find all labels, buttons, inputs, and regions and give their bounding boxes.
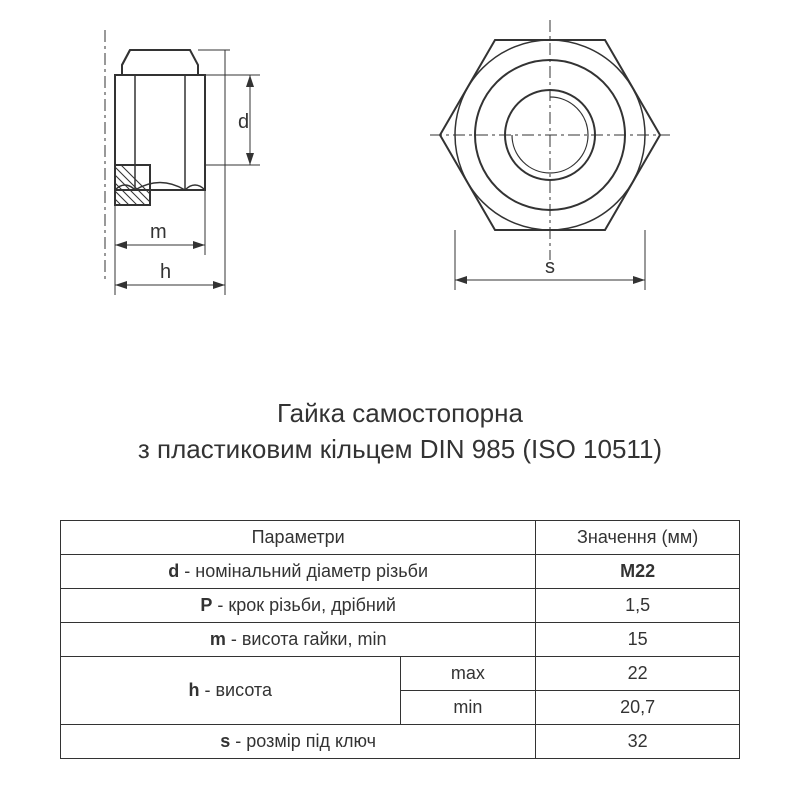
table-row-h-max: h - висота max 22 [61, 657, 740, 691]
param-cell: d - номінальний діаметр різьби [61, 555, 536, 589]
param-cell-h: h - висота [61, 657, 401, 725]
value-cell: 20,7 [536, 691, 740, 725]
table-header-row: Параметри Значення (мм) [61, 521, 740, 555]
front-view: s [430, 20, 670, 290]
table-row: d - номінальний діаметр різьби M22 [61, 555, 740, 589]
dim-h-label: h [160, 261, 171, 283]
product-title: Гайка самостопорна з пластиковим кільцем… [0, 395, 800, 468]
param-cell: P - крок різьби, дрібний [61, 589, 536, 623]
table-row: m - висота гайки, min 15 [61, 623, 740, 657]
value-cell: 1,5 [536, 589, 740, 623]
table-row: P - крок різьби, дрібний 1,5 [61, 589, 740, 623]
spec-table-container: Параметри Значення (мм) d - номінальний … [60, 520, 740, 759]
value-cell: 15 [536, 623, 740, 657]
title-line-1: Гайка самостопорна [0, 395, 800, 431]
side-view: d m h [105, 30, 260, 295]
dim-d-label: d [238, 111, 249, 133]
param-cell: s - розмір під ключ [61, 725, 536, 759]
dim-s-label: s [545, 256, 555, 278]
value-cell: M22 [536, 555, 740, 589]
title-line-2: з пластиковим кільцем DIN 985 (ISO 10511… [0, 431, 800, 467]
dim-m-label: m [150, 221, 167, 243]
param-cell: m - висота гайки, min [61, 623, 536, 657]
table-row: s - розмір під ключ 32 [61, 725, 740, 759]
spec-table: Параметри Значення (мм) d - номінальний … [60, 520, 740, 759]
value-cell: 32 [536, 725, 740, 759]
value-cell: 22 [536, 657, 740, 691]
h-min-label: min [400, 691, 536, 725]
h-max-label: max [400, 657, 536, 691]
header-values: Значення (мм) [536, 521, 740, 555]
technical-diagram: d m h [60, 20, 740, 350]
header-params: Параметри [61, 521, 536, 555]
